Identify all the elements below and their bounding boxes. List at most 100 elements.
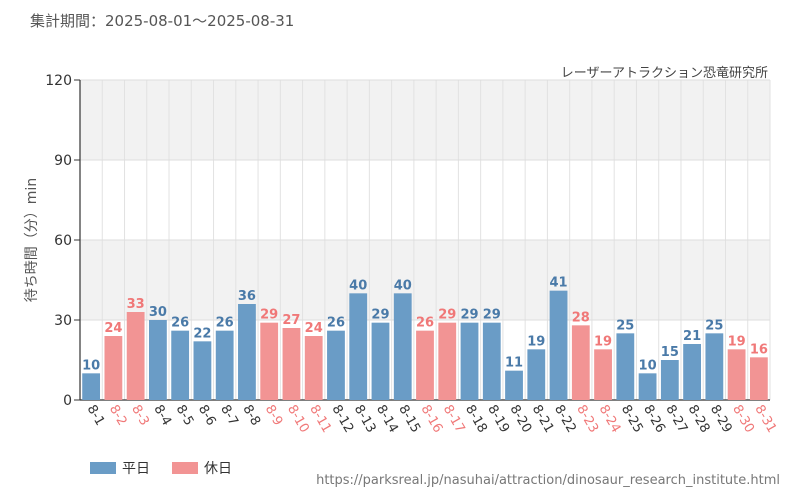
bar-value-label: 40	[394, 278, 412, 293]
bar	[327, 330, 345, 400]
legend-label-weekday: 平日	[122, 461, 150, 477]
bar	[749, 357, 768, 400]
legend: 平日 休日	[90, 458, 254, 478]
source-url: https://parksreal.jp/nasuhai/attraction/…	[316, 473, 780, 488]
bar	[349, 293, 368, 400]
x-tick-label: 8-13	[351, 403, 379, 436]
bar	[171, 330, 190, 400]
x-tick-label: 8-18	[462, 403, 490, 436]
bar-value-label: 26	[216, 316, 234, 331]
x-tick-label: 8-9	[262, 403, 286, 429]
bar	[571, 325, 590, 400]
bar-value-label: 26	[327, 316, 345, 331]
bar-value-label: 10	[639, 358, 657, 373]
bar-value-label: 29	[460, 308, 478, 323]
bar	[393, 293, 412, 400]
bar	[460, 322, 479, 400]
bar	[727, 349, 746, 400]
x-tick-label: 8-5	[173, 403, 197, 429]
bar	[660, 360, 679, 400]
legend-item-holiday: 休日	[172, 458, 232, 478]
x-tick-label: 8-4	[150, 403, 174, 429]
x-tick-label: 8-8	[239, 403, 263, 429]
x-tick-label: 8-29	[707, 403, 735, 436]
bar-value-label: 29	[371, 308, 389, 323]
bar-value-label: 16	[750, 342, 768, 357]
x-tick-label: 8-11	[306, 403, 334, 436]
source-label: レーザーアトラクション恐竜研究所	[560, 66, 768, 81]
bar-value-label: 21	[683, 329, 701, 344]
y-tick-label: 60	[54, 233, 72, 249]
bar	[82, 373, 101, 400]
bar-value-label: 24	[104, 321, 122, 336]
bar	[482, 322, 501, 400]
x-tick-label: 8-20	[507, 403, 535, 436]
x-tick-label: 8-26	[640, 403, 668, 436]
bar	[594, 349, 612, 400]
y-tick-label: 90	[54, 153, 72, 169]
x-tick-label: 8-3	[128, 403, 152, 429]
bar-value-label: 27	[282, 313, 300, 328]
bar-value-label: 41	[550, 276, 568, 291]
bar-value-label: 24	[305, 321, 323, 336]
bar-value-label: 28	[572, 310, 590, 325]
bar	[215, 330, 234, 400]
y-tick-label: 0	[63, 393, 72, 409]
bar	[683, 344, 701, 400]
x-tick-label: 8-25	[618, 403, 646, 436]
bar-value-label: 25	[616, 318, 634, 333]
bar	[638, 373, 657, 400]
x-tick-label: 8-10	[284, 403, 312, 436]
x-tick-label: 8-23	[573, 403, 601, 436]
bar-value-label: 29	[260, 308, 278, 323]
x-tick-label: 8-2	[106, 403, 130, 429]
bar	[416, 330, 434, 400]
x-tick-label: 8-12	[329, 403, 357, 436]
period-label: 集計期間：2025-08-01～2025-08-31	[30, 12, 295, 30]
bar	[149, 320, 167, 400]
bar-value-label: 33	[127, 297, 145, 312]
grid-band	[80, 80, 770, 160]
legend-item-weekday: 平日	[90, 458, 150, 478]
bar	[104, 336, 123, 400]
x-tick-label: 8-14	[373, 403, 401, 436]
x-tick-label: 8-24	[596, 403, 624, 436]
x-tick-label: 8-7	[217, 403, 241, 429]
bar-value-label: 19	[728, 334, 746, 349]
bar-value-label: 29	[438, 308, 456, 323]
bar-value-label: 26	[416, 316, 434, 331]
x-tick-label: 8-6	[195, 403, 219, 429]
bar	[527, 349, 546, 400]
x-tick-label: 8-22	[551, 403, 579, 436]
bar-value-label: 11	[505, 356, 523, 371]
bar-value-label: 29	[483, 308, 501, 323]
bar	[260, 322, 279, 400]
legend-label-holiday: 休日	[204, 461, 232, 477]
bar-value-label: 15	[661, 345, 679, 360]
x-tick-label: 8-17	[440, 403, 468, 436]
x-tick-label: 8-31	[751, 403, 779, 436]
bar-value-label: 19	[594, 334, 612, 349]
bar	[371, 322, 390, 400]
x-tick-label: 8-16	[418, 403, 446, 436]
x-tick-label: 8-28	[685, 403, 713, 436]
x-tick-label: 8-27	[662, 403, 690, 436]
bar	[126, 312, 145, 400]
y-axis-title: 待ち時間（分）min	[24, 178, 40, 302]
x-tick-label: 8-1	[84, 403, 108, 429]
bar-value-label: 40	[349, 278, 367, 293]
x-tick-label: 8-30	[729, 403, 757, 436]
bar	[282, 328, 301, 400]
x-tick-label: 8-21	[529, 403, 557, 436]
bar	[505, 370, 523, 400]
legend-swatch-weekday	[90, 462, 116, 474]
bar-value-label: 25	[705, 318, 723, 333]
bar	[193, 341, 212, 400]
bar	[238, 304, 256, 400]
bar	[304, 336, 323, 400]
bar-value-label: 19	[527, 334, 545, 349]
grid-band	[80, 240, 770, 320]
x-tick-label: 8-15	[395, 403, 423, 436]
bar-value-label: 22	[193, 326, 211, 341]
